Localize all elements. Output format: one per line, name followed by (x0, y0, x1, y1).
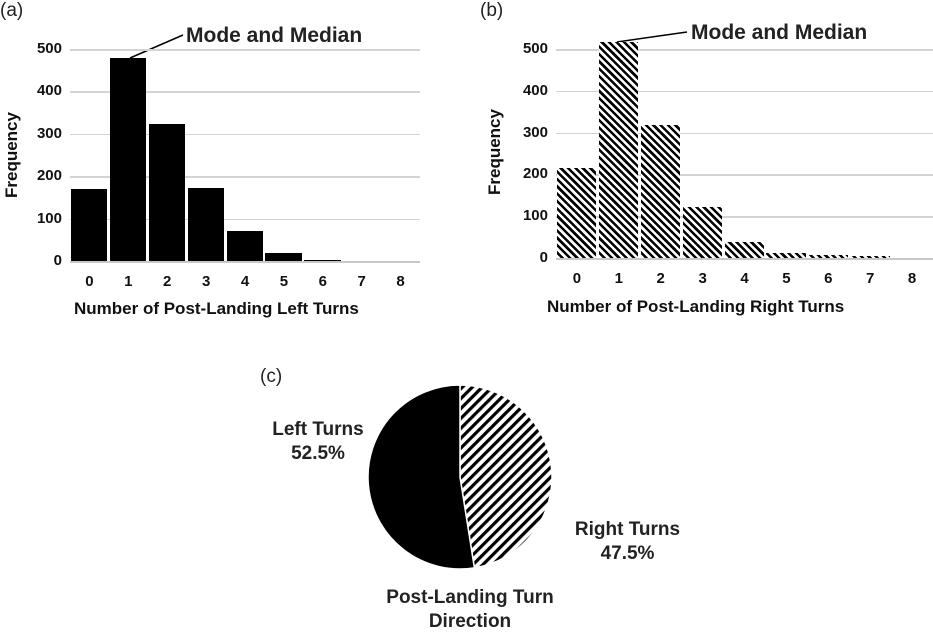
x-tick-label: 5 (279, 273, 289, 290)
gridline (70, 218, 420, 221)
x-tick-label: 2 (656, 270, 665, 287)
annotation-mode-median: Mode and Median (691, 21, 868, 44)
histogram-bar (187, 188, 225, 261)
gridline (70, 91, 420, 93)
x-tick-label: 6 (318, 273, 327, 290)
slice-label: Left Turns (272, 419, 364, 440)
x-tick-label: 1 (124, 273, 133, 290)
right-turns-label: Right Turns 47.5% (560, 518, 695, 566)
x-tick-label: 7 (357, 273, 366, 290)
x-tick-label: 8 (396, 273, 405, 290)
x-tick-label: 3 (201, 273, 211, 290)
slice-percent: 52.5% (291, 443, 345, 464)
y-axis-label: Frequency (485, 109, 504, 195)
x-axis-line (556, 258, 933, 260)
left-turns-label: Left Turns 52.5% (258, 418, 378, 466)
x-tick-label: 0 (572, 270, 582, 287)
histogram-bar (598, 42, 639, 258)
pie-slice-left-turns (367, 384, 476, 570)
annotation-mode-median: Mode and Median (186, 24, 363, 47)
pie-title-line1: Post-Landing Turn (386, 587, 554, 608)
y-tick-label: 500 (522, 40, 548, 57)
gridline (556, 132, 933, 135)
histogram-bar (304, 259, 341, 261)
x-tick-label: 1 (614, 270, 623, 287)
y-tick-label: 0 (539, 249, 548, 266)
gridline (556, 216, 933, 218)
gridline (70, 176, 420, 178)
y-axis-label: Frequency (2, 112, 21, 198)
histogram-bar (808, 254, 848, 258)
y-tick-label: 100 (522, 207, 548, 225)
y-tick-label: 300 (36, 124, 62, 142)
panel-label: (b) (480, 0, 504, 21)
y-tick-label: 200 (36, 167, 62, 185)
gridline (70, 49, 420, 51)
y-tick-label: 400 (522, 81, 548, 99)
histogram-bar (265, 253, 302, 261)
x-tick-label: 4 (240, 273, 250, 290)
x-tick-label: 2 (163, 273, 172, 290)
histogram-bar (766, 252, 806, 258)
panel-b-right-turns-histogram: (b) Mode and Median 0 100 200 300 400 500 0 1 2… (480, 0, 933, 330)
gridline (70, 133, 420, 136)
histogram-bar (109, 57, 147, 261)
x-tick-label: 6 (824, 270, 833, 287)
x-tick-label: 0 (85, 273, 94, 290)
gridline (556, 174, 933, 176)
pie-chart (367, 384, 553, 570)
histogram-bar (724, 242, 764, 258)
histogram-bar (557, 168, 597, 258)
x-tick-label: 3 (698, 270, 707, 287)
slice-percent: 47.5% (600, 543, 655, 564)
x-tick-label: 5 (782, 270, 791, 287)
y-tick-label: 300 (522, 123, 548, 141)
histogram-bar (850, 256, 890, 258)
histogram-bar (71, 188, 108, 261)
slice-label: Right Turns (574, 519, 681, 540)
y-tick-label: 200 (522, 165, 548, 183)
histogram-bar (226, 230, 263, 261)
pie-slice-right-turns (459, 384, 553, 569)
x-tick-label: 8 (907, 270, 917, 287)
panel-a-left-turns-histogram: (a) Mode and Median 0 100 200 300 400 500 0 1 2… (0, 0, 440, 330)
y-tick-label: 500 (36, 40, 62, 57)
x-tick-label: 7 (865, 270, 875, 287)
pie-title: Post-Landing Turn Direction (345, 586, 595, 634)
histogram-bar (148, 124, 186, 261)
y-tick-label: 0 (53, 252, 62, 269)
panel-label: (c) (260, 366, 283, 387)
x-axis-label: Number of Post-Landing Right Turns (547, 297, 845, 316)
pie-title-line2: Direction (428, 611, 512, 632)
annotation-leader-line (129, 34, 184, 59)
y-tick-label: 400 (36, 82, 62, 100)
x-tick-label: 4 (740, 270, 749, 287)
x-axis-label: Number of Post-Landing Left Turns (74, 299, 359, 318)
panel-c-turn-direction-pie: (c) Left Turns 52.5% Right Turns 47.5% P… (220, 360, 720, 644)
gridline (556, 49, 933, 51)
y-tick-label: 100 (36, 209, 62, 227)
histogram-bar (682, 207, 723, 258)
gridline (556, 90, 933, 93)
panel-label: (a) (0, 0, 24, 21)
x-axis-line (70, 261, 420, 263)
histogram-bar (640, 125, 681, 258)
annotation-leader-line (616, 31, 688, 43)
